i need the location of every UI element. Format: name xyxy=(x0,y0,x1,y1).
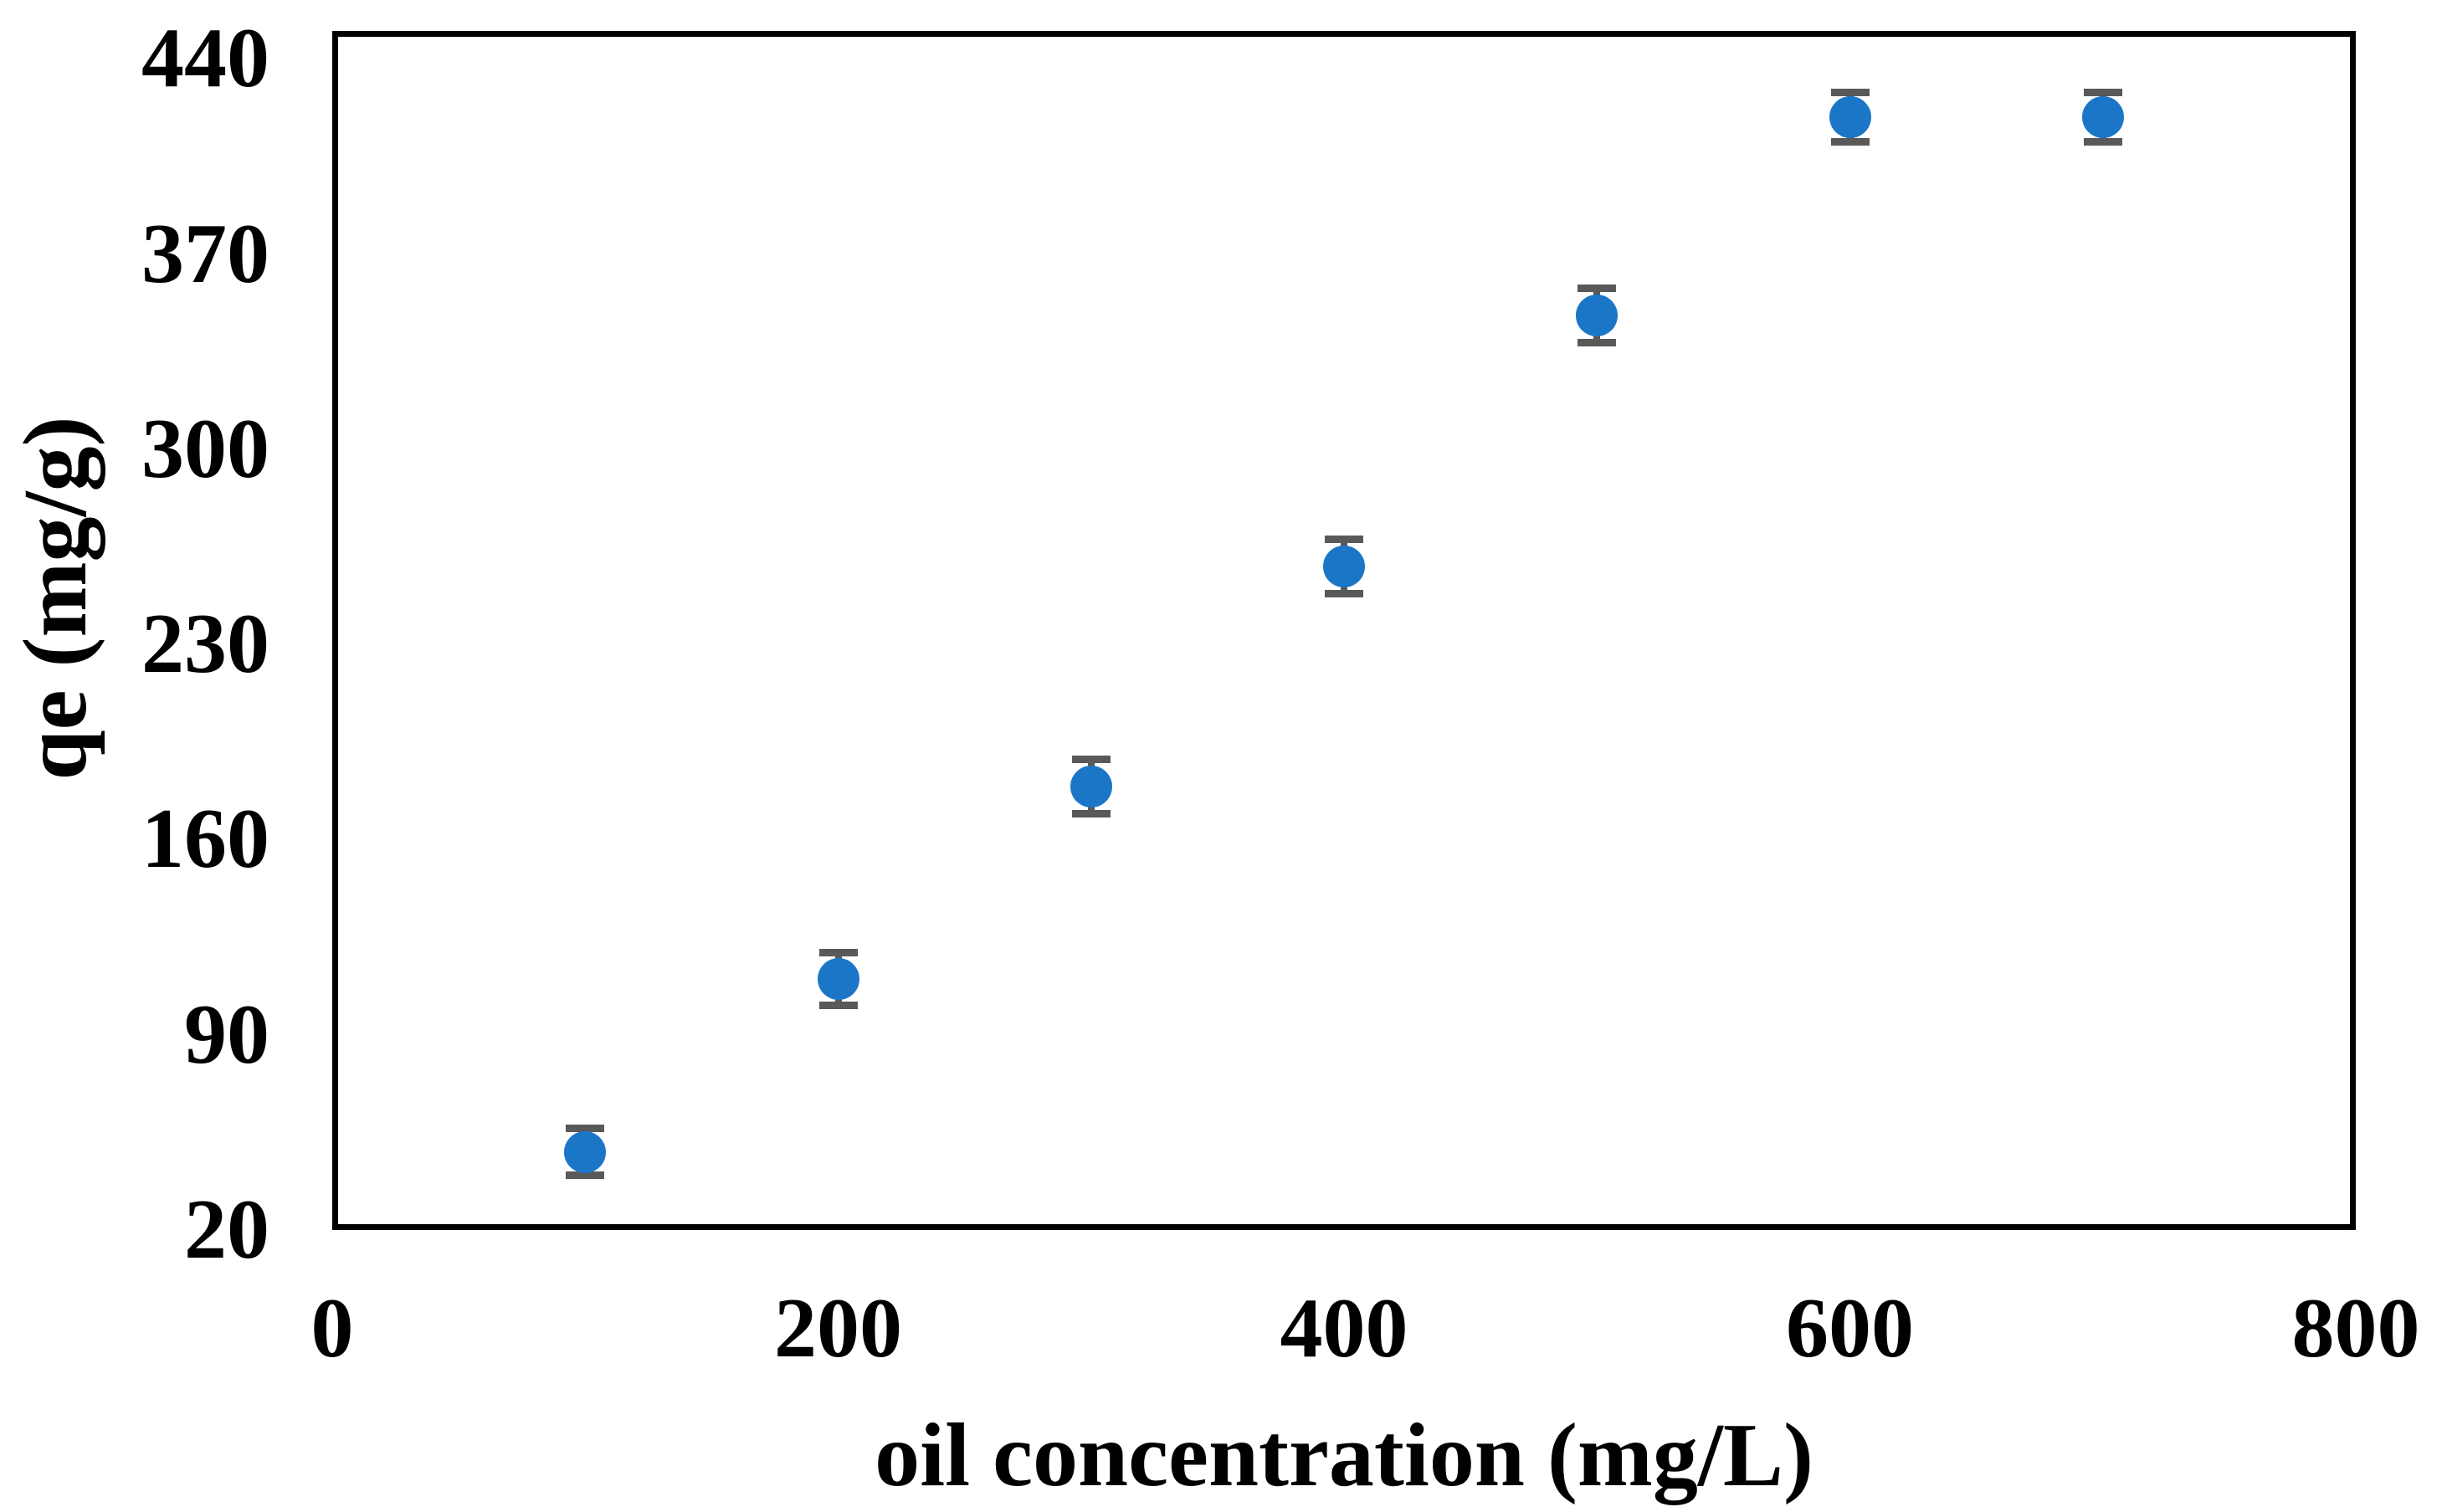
error-bar-cap-top xyxy=(1830,89,1870,97)
data-point xyxy=(1576,294,1619,336)
error-bar-cap-top xyxy=(566,1125,605,1133)
error-bar-cap-bottom xyxy=(1325,590,1363,598)
error-bar-cap-top xyxy=(1577,284,1617,292)
data-point xyxy=(2081,96,2124,139)
x-axis-title: oil concentration (mg/L) xyxy=(875,1406,1813,1505)
x-tick-label: 0 xyxy=(310,1281,354,1376)
error-bar-cap-bottom xyxy=(566,1171,605,1179)
y-tick-label: 440 xyxy=(141,11,269,106)
y-tick-label: 160 xyxy=(141,792,269,887)
error-bar-cap-bottom xyxy=(1071,810,1111,818)
y-tick-label: 370 xyxy=(141,206,269,301)
data-point xyxy=(564,1130,607,1173)
data-point xyxy=(1829,96,1871,139)
error-bar-cap-bottom xyxy=(1830,138,1870,146)
y-tick-label: 90 xyxy=(184,987,269,1082)
y-tick-label: 20 xyxy=(184,1182,269,1277)
x-tick-label: 400 xyxy=(1280,1281,1408,1376)
data-point xyxy=(1323,545,1365,587)
error-bar-cap-bottom xyxy=(818,1001,858,1009)
error-bar-cap-bottom xyxy=(2083,138,2122,146)
data-point xyxy=(1070,766,1112,808)
y-tick-label: 230 xyxy=(141,597,269,692)
error-bar-cap-top xyxy=(1071,755,1111,763)
x-tick-label: 800 xyxy=(2291,1281,2420,1376)
data-point xyxy=(817,958,859,1001)
x-tick-label: 200 xyxy=(774,1281,902,1376)
y-tick-label: 300 xyxy=(141,401,269,496)
plot-area xyxy=(332,31,2356,1230)
error-bar-cap-top xyxy=(1325,535,1363,543)
error-bar-cap-top xyxy=(818,949,858,957)
error-bar-cap-top xyxy=(2083,89,2122,97)
x-tick-label: 600 xyxy=(1786,1281,1914,1376)
error-bar-cap-bottom xyxy=(1577,339,1617,347)
